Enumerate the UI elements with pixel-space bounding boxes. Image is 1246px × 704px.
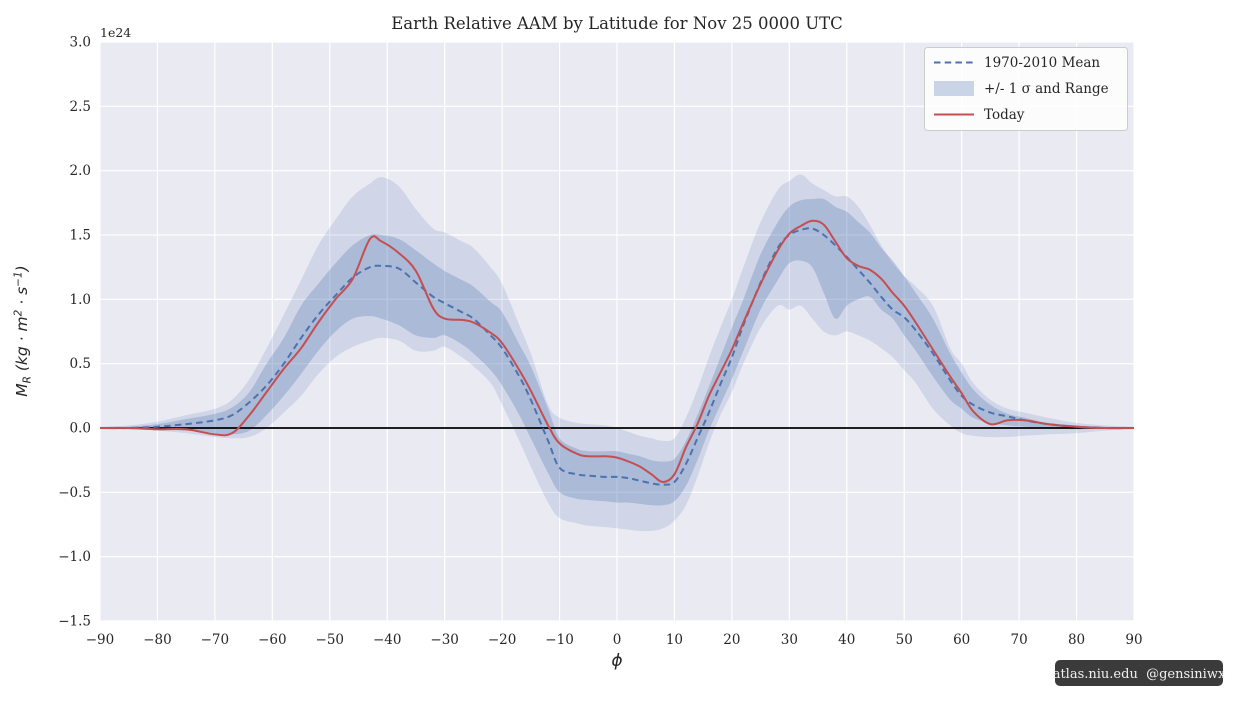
ylabel-units-2: · s: [13, 287, 31, 310]
x-tick-label: 40: [838, 632, 855, 648]
x-tick-label: 10: [666, 632, 683, 648]
ylabel-units: (kg · m: [13, 316, 31, 376]
y-tick-label: −0.5: [58, 485, 91, 501]
sigma-band: [100, 198, 1134, 506]
legend-label-mean: 1970-2010 Mean: [984, 55, 1100, 71]
watermark-text: atlas.niu.edu @gensiniwx: [1053, 667, 1226, 682]
x-tick-label: −40: [373, 632, 402, 648]
x-gridlines: [99, 42, 1135, 621]
x-axis-label: ϕ: [611, 651, 622, 671]
y-tick-label: 1.5: [70, 228, 91, 244]
y-tick-label: 2.5: [70, 99, 91, 115]
y-tick-label: −1.0: [58, 549, 91, 565]
x-tick-label: −90: [86, 632, 115, 648]
x-tick-label: 50: [896, 632, 913, 648]
x-tick-label: −70: [201, 632, 230, 648]
legend-box: [924, 47, 1128, 131]
y-tick-labels: −1.5 −1.0 −0.5 0.0 0.5 1.0 1.5 2.0 2.5 3.0: [58, 35, 91, 630]
x-tick-label: 20: [723, 632, 740, 648]
today-line: [99, 219, 1135, 484]
x-tick-label: −50: [316, 632, 345, 648]
ylabel-superscript-2: 2: [13, 309, 25, 316]
x-tick-label: 30: [781, 632, 798, 648]
x-tick-label: −60: [258, 632, 287, 648]
x-tick-label: −30: [430, 632, 459, 648]
watermark: atlas.niu.edu @gensiniwx: [1053, 660, 1226, 686]
y-tick-label: 1.0: [70, 292, 91, 308]
y-tick-label: −1.5: [58, 614, 91, 630]
x-tick-label: 90: [1125, 632, 1142, 648]
y-tick-label: 3.0: [70, 35, 91, 51]
y-tick-label: 0.0: [70, 421, 91, 437]
x-tick-labels: −90 −80 −70 −60 −50 −40 −30 −20 −10 0 10 20 30 40 50 60…: [86, 632, 1143, 648]
legend: 1970-2010 Mean +/- 1 σ and Range Today: [924, 47, 1128, 131]
legend-label-today: Today: [984, 107, 1025, 123]
watermark-box: [1055, 660, 1223, 686]
mean-line: [99, 227, 1135, 486]
x-tick-label: 0: [613, 632, 622, 648]
plot-title: Earth Relative AAM by Latitude for Nov 2…: [391, 14, 843, 33]
x-tick-label: 60: [953, 632, 970, 648]
y-axis-offset-text: 1e24: [100, 25, 131, 40]
ylabel-close-paren: ): [13, 265, 31, 272]
ylabel-symbol: M: [13, 383, 31, 396]
legend-label-sigma-range: +/- 1 σ and Range: [984, 81, 1109, 97]
x-tick-label: 70: [1011, 632, 1028, 648]
x-tick-label: 80: [1068, 632, 1085, 648]
ylabel-superscript-minus1: −1: [13, 271, 25, 286]
y-tick-label: 0.5: [70, 356, 91, 372]
legend-band-patch-sample: [934, 81, 974, 96]
ylabel-subscript: R: [22, 376, 34, 383]
x-tick-label: −20: [488, 632, 517, 648]
y-tick-label: 2.0: [70, 163, 91, 179]
x-tick-label: −80: [143, 632, 172, 648]
x-tick-label: −10: [545, 632, 574, 648]
y-axis-label: MR (kg · m2 · s−1): [13, 265, 34, 396]
y-gridlines: [100, 41, 1134, 622]
